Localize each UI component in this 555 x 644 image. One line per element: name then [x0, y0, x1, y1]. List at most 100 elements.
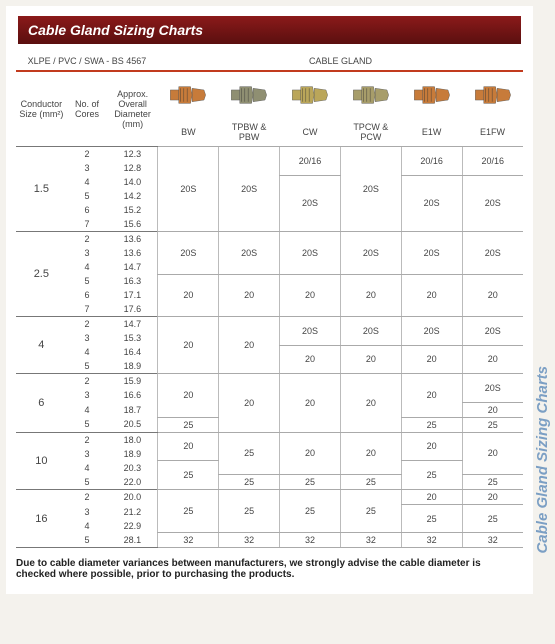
gland-cell: 25 — [219, 475, 280, 490]
gland-cell: 20 — [280, 374, 341, 433]
gland-cell: 20 — [401, 345, 462, 374]
gland-cell: 25 — [340, 490, 401, 533]
gland-label: BW — [158, 118, 219, 147]
gland-cell: 25 — [462, 505, 523, 533]
diameter-cell: 16.4 — [107, 345, 158, 359]
gland-cell: 25 — [462, 475, 523, 490]
diameter-cell: 13.6 — [107, 246, 158, 260]
gland-cell: 20S — [280, 317, 341, 346]
gland-cell: 25 — [158, 417, 219, 432]
gland-cell: 25 — [280, 490, 341, 533]
gland-cell: 20S — [340, 317, 401, 346]
cores-cell: 5 — [67, 417, 108, 432]
cores-cell: 4 — [67, 260, 108, 274]
conductor-size: 10 — [16, 432, 67, 490]
cores-cell: 3 — [67, 447, 108, 461]
top-header-row: XLPE / PVC / SWA - BS 4567 CABLE GLAND — [16, 54, 523, 71]
gland-cell: 32 — [158, 533, 219, 548]
gland-cell: 20S — [462, 317, 523, 346]
gland-image-e1fw — [462, 71, 523, 118]
diameter-cell: 15.6 — [107, 217, 158, 232]
gland-cell: 20 — [401, 432, 462, 461]
gland-cell: 20S — [158, 232, 219, 275]
gland-cell: 20S — [401, 317, 462, 346]
gland-cell: 25 — [158, 490, 219, 533]
gland-cell: 20S — [462, 374, 523, 403]
table-row: 1.5212.320S20S20/1620S20/1620/16 — [16, 147, 523, 162]
cores-cell: 3 — [67, 388, 108, 402]
gland-cell: 20/16 — [462, 147, 523, 176]
sizing-table: XLPE / PVC / SWA - BS 4567 CABLE GLAND C… — [16, 54, 523, 548]
gland-cell: 32 — [280, 533, 341, 548]
gland-cell: 20S — [219, 232, 280, 275]
cores-cell: 2 — [67, 432, 108, 447]
gland-cell: 25 — [158, 461, 219, 490]
diameter-cell: 28.1 — [107, 533, 158, 548]
diameter-cell: 17.6 — [107, 302, 158, 317]
cores-cell: 2 — [67, 147, 108, 162]
gland-image-pcw — [340, 71, 401, 118]
spec-header: XLPE / PVC / SWA - BS 4567 — [16, 54, 158, 71]
diameter-cell: 21.2 — [107, 505, 158, 519]
gland-cell: 20 — [219, 274, 280, 317]
gland-label: E1FW — [462, 118, 523, 147]
cores-cell: 4 — [67, 345, 108, 359]
cores-cell: 3 — [67, 161, 108, 175]
diameter-cell: 20.3 — [107, 461, 158, 475]
cores-cell: 6 — [67, 288, 108, 302]
gland-cell: 32 — [462, 533, 523, 548]
conductor-size: 16 — [16, 490, 67, 548]
conductor-size: 6 — [16, 374, 67, 433]
gland-cell: 20S — [158, 147, 219, 232]
conductor-size: 4 — [16, 317, 67, 374]
gland-cell: 25 — [280, 475, 341, 490]
table-row: 4214.7202020S20S20S20S — [16, 317, 523, 332]
table-row: 516.3202020202020 — [16, 274, 523, 288]
cores-cell: 7 — [67, 217, 108, 232]
cores-cell: 3 — [67, 505, 108, 519]
col-cores: No. of Cores — [67, 71, 108, 147]
table-row: 16220.0252525252020 — [16, 490, 523, 505]
cores-cell: 5 — [67, 274, 108, 288]
gland-cell: 20 — [401, 274, 462, 317]
cores-cell: 5 — [67, 359, 108, 374]
cores-cell: 4 — [67, 402, 108, 417]
gland-cell: 20 — [340, 274, 401, 317]
gland-cell: 20 — [462, 432, 523, 475]
page: Cable Gland Sizing Charts Cable Gland Si… — [6, 6, 533, 594]
cores-cell: 5 — [67, 189, 108, 203]
diameter-cell: 16.6 — [107, 388, 158, 402]
gland-cell: 20 — [401, 490, 462, 505]
cores-cell: 5 — [67, 533, 108, 548]
cores-cell: 4 — [67, 519, 108, 533]
diameter-cell: 15.2 — [107, 203, 158, 217]
table-row: 6215.9202020202020S — [16, 374, 523, 389]
title-bar: Cable Gland Sizing Charts — [16, 14, 523, 46]
gland-cell: 20 — [340, 374, 401, 433]
diameter-cell: 15.3 — [107, 331, 158, 345]
gland-cell: 20 — [158, 374, 219, 418]
cores-cell: 2 — [67, 317, 108, 332]
gland-cell: 32 — [219, 533, 280, 548]
gland-cell: 25 — [401, 505, 462, 533]
gland-cell: 20S — [401, 175, 462, 232]
diameter-cell: 14.7 — [107, 317, 158, 332]
diameter-cell: 15.9 — [107, 374, 158, 389]
gland-cell: 20 — [462, 402, 523, 417]
gland-cell: 25 — [401, 417, 462, 432]
diameter-cell: 14.2 — [107, 189, 158, 203]
gland-cell: 20 — [340, 345, 401, 374]
gland-cell: 20S — [462, 175, 523, 232]
gland-cell: 20 — [219, 374, 280, 433]
gland-cell: 20 — [462, 345, 523, 374]
cores-cell: 6 — [67, 203, 108, 217]
gland-image-cw — [280, 71, 341, 118]
cores-cell: 2 — [67, 490, 108, 505]
gland-label: E1W — [401, 118, 462, 147]
conductor-size: 2.5 — [16, 232, 67, 317]
table-row: 10218.0202520202020 — [16, 432, 523, 447]
diameter-cell: 20.0 — [107, 490, 158, 505]
gland-cell: 32 — [340, 533, 401, 548]
cores-cell: 3 — [67, 246, 108, 260]
table-row: 528.1323232323232 — [16, 533, 523, 548]
